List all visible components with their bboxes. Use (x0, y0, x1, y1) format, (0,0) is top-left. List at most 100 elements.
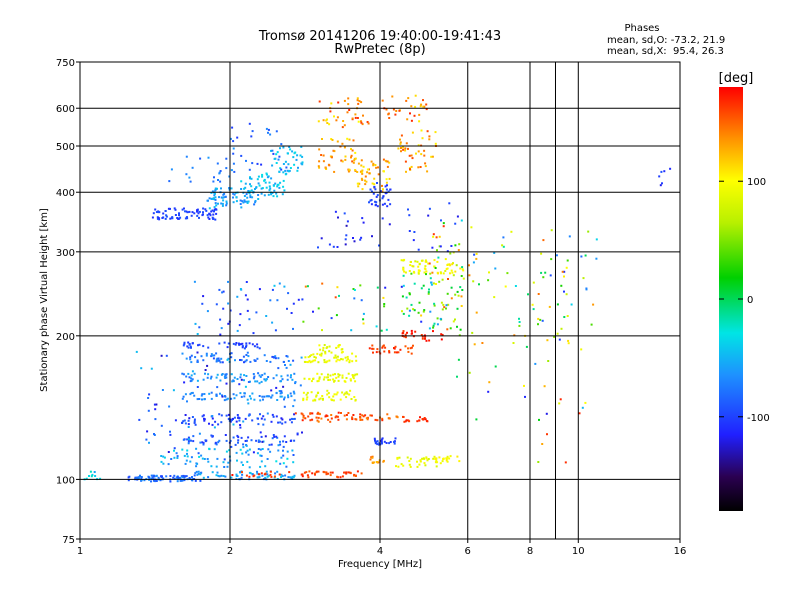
data-point (182, 420, 185, 423)
data-point (399, 142, 402, 145)
data-point (283, 405, 286, 408)
data-point (254, 380, 257, 383)
data-point (308, 377, 311, 380)
data-point (388, 350, 391, 352)
data-point (193, 418, 196, 421)
data-point (215, 376, 218, 379)
data-point (266, 475, 269, 478)
data-point (360, 164, 363, 167)
data-point (369, 199, 372, 202)
data-point (276, 399, 279, 401)
data-point (369, 188, 372, 191)
data-point (448, 202, 451, 205)
data-point (322, 346, 325, 349)
data-point (304, 417, 307, 420)
data-point (413, 282, 416, 285)
data-point (240, 436, 243, 439)
y-tick-label: 500 (56, 142, 75, 153)
data-point (211, 415, 214, 417)
data-point (259, 448, 262, 451)
data-point (264, 477, 267, 480)
data-point (432, 324, 435, 327)
data-point (349, 472, 352, 475)
x-tick-label: 2 (227, 546, 233, 557)
data-point (264, 435, 267, 438)
data-point (169, 480, 172, 483)
data-point (248, 475, 251, 478)
data-point (202, 442, 205, 445)
data-point (419, 460, 422, 463)
data-point (189, 358, 192, 361)
data-point (318, 148, 321, 151)
data-point (338, 374, 341, 377)
data-point (460, 219, 463, 222)
data-point (282, 449, 284, 452)
data-point (542, 276, 545, 279)
data-point (410, 352, 413, 355)
data-point (185, 155, 188, 158)
data-point (226, 465, 229, 468)
data-point (260, 417, 263, 420)
data-point (550, 258, 553, 261)
data-point (348, 393, 351, 396)
data-point (320, 237, 323, 240)
data-point (383, 303, 386, 305)
data-point (172, 476, 175, 479)
data-point (304, 285, 307, 288)
data-point (539, 318, 542, 321)
data-point (414, 94, 417, 97)
data-point (382, 195, 385, 198)
data-point (148, 476, 150, 479)
data-point (279, 181, 282, 184)
data-point (312, 359, 315, 362)
data-point (347, 372, 350, 375)
data-point (221, 204, 224, 207)
data-point (220, 327, 223, 330)
data-point (140, 367, 143, 370)
data-point (381, 184, 383, 187)
phases-stats-heading: Phases (624, 23, 659, 34)
data-point (375, 441, 378, 444)
data-point (428, 262, 431, 265)
data-point (253, 375, 256, 378)
data-point (388, 223, 391, 226)
data-point (338, 359, 341, 362)
data-point (382, 188, 384, 191)
data-point (239, 199, 242, 202)
data-point (383, 440, 386, 443)
data-point (273, 284, 276, 287)
data-point (437, 272, 439, 275)
data-point (319, 353, 321, 356)
data-point (335, 356, 338, 359)
data-point (294, 151, 297, 154)
data-point (322, 349, 325, 352)
data-point (417, 248, 420, 251)
data-point (396, 416, 399, 419)
data-point (385, 188, 388, 191)
data-point (245, 451, 248, 454)
data-point (356, 117, 359, 119)
data-point (487, 279, 490, 282)
data-point (190, 456, 193, 459)
data-point (184, 414, 187, 416)
data-point (422, 284, 425, 287)
data-point (353, 396, 356, 398)
data-point (218, 475, 221, 478)
data-point (366, 418, 369, 421)
data-point (442, 272, 445, 275)
data-point (328, 359, 331, 362)
data-point (460, 305, 463, 307)
data-point (470, 226, 473, 229)
data-point (333, 356, 336, 359)
data-point (501, 244, 504, 247)
data-point (424, 335, 427, 338)
data-point (371, 347, 374, 350)
data-point (186, 449, 189, 452)
data-point (191, 378, 194, 381)
data-point (312, 310, 314, 313)
data-point (308, 470, 311, 473)
data-point (416, 420, 419, 423)
data-point (385, 160, 388, 163)
data-point (435, 283, 437, 285)
data-point (252, 475, 255, 478)
